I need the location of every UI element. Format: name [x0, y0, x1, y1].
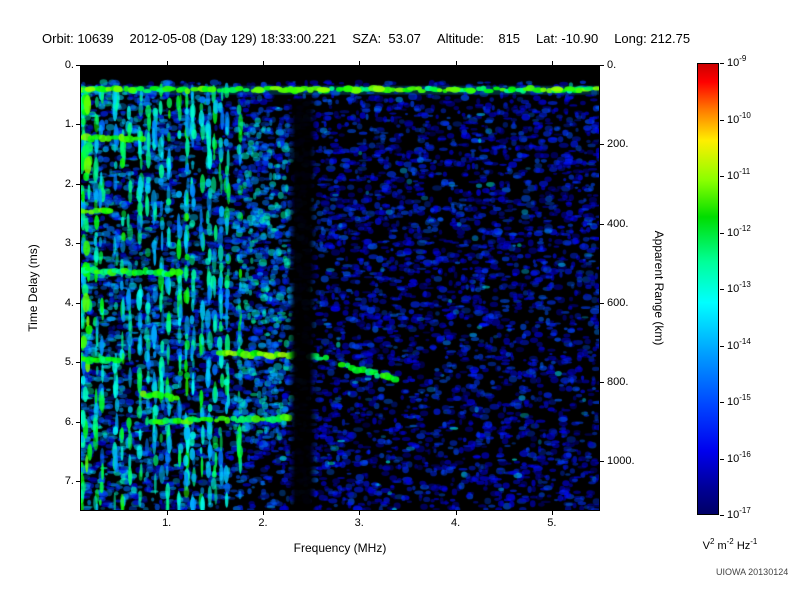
colorbar-exponent: -16 — [739, 449, 751, 459]
colorbar-tick-label: 10-9 — [727, 54, 747, 69]
colorbar — [697, 63, 719, 515]
y2-tick-label: 1000. — [607, 455, 635, 468]
y2-tick-mark — [600, 223, 604, 225]
colorbar-exponent: -11 — [739, 167, 751, 176]
header-datetime: 2012-05-08 (Day 129) 18:33:00.221 — [129, 31, 337, 46]
colorbar-tick-label: 10-16 — [727, 449, 751, 465]
y2-tick-mark — [600, 144, 604, 146]
colorbar-tick-mark — [720, 458, 724, 460]
y-tick-mark — [76, 243, 80, 245]
spectrogram-plot — [80, 65, 600, 511]
x-axis-title: Frequency (MHz) — [293, 541, 387, 555]
y-tick-label: 7. — [64, 475, 74, 488]
y-tick-mark — [76, 65, 80, 66]
y-tick-label: 0. — [64, 59, 74, 71]
y2-tick-mark — [600, 382, 604, 384]
colorbar-exponent: -13 — [739, 280, 751, 289]
unit-exponent: -2 — [726, 537, 734, 546]
x-tick-mark — [262, 511, 264, 515]
colorbar-tick-label: 10-13 — [727, 280, 751, 295]
colorbar-exponent: -14 — [739, 336, 751, 346]
header-longitude: Long: 212.75 — [614, 31, 691, 46]
y2-tick-label: 0. — [607, 59, 617, 71]
header-orbit: Orbit: 10639 — [42, 31, 114, 46]
unit-exponent: 2 — [709, 537, 715, 546]
colorbar-tick-mark — [720, 402, 724, 403]
y-tick-label: 2. — [64, 177, 74, 190]
x-tick-mark — [262, 61, 264, 65]
x-tick-mark — [359, 511, 361, 515]
x-tick-label: 2. — [258, 517, 268, 529]
colorbar-tick-label: 10-17 — [727, 506, 751, 521]
colorbar-exponent: -9 — [739, 54, 747, 63]
y-tick-label: 5. — [64, 356, 74, 369]
header-altitude: Altitude: 815 — [436, 31, 521, 46]
y2-tick-mark — [600, 461, 604, 463]
colorbar-exponent: -10 — [739, 110, 751, 120]
y-tick-mark — [76, 421, 80, 423]
colorbar-tick-label: 10-15 — [727, 393, 751, 408]
y2-axis-title: Apparent Range (km) — [652, 230, 666, 346]
colorbar-exponent: -12 — [739, 223, 751, 233]
x-tick-mark — [166, 511, 168, 515]
spectrogram-canvas — [81, 66, 599, 510]
x-tick-label: 5. — [547, 517, 557, 529]
y2-tick-mark — [600, 302, 604, 304]
colorbar-tick-mark — [720, 119, 724, 121]
y2-tick-mark — [600, 65, 604, 66]
colorbar-exponent: -17 — [739, 506, 751, 515]
colorbar-unit-label: V2 m-2 Hz-1 — [702, 537, 758, 552]
y-tick-label: 3. — [64, 237, 74, 250]
y-axis-title: Time Delay (ms) — [26, 244, 40, 332]
header-sza: SZA: 53.07 — [352, 31, 421, 46]
credit-text: UIOWA 20130124 — [716, 567, 789, 577]
y-tick-mark — [76, 362, 80, 364]
colorbar-tick-mark — [720, 289, 724, 290]
x-tick-label: 1. — [162, 517, 172, 529]
x-tick-label: 3. — [354, 517, 364, 529]
y-tick-label: 4. — [64, 296, 74, 309]
x-tick-mark — [551, 511, 553, 515]
colorbar-tick-mark — [720, 345, 724, 347]
y-tick-label: 1. — [64, 118, 74, 131]
colorbar-tick-mark — [720, 515, 724, 516]
x-tick-mark — [166, 61, 168, 65]
header-latitude: Lat: -10.90 — [536, 31, 599, 46]
x-tick-mark — [455, 61, 457, 65]
colorbar-tick-mark — [720, 176, 724, 177]
y-tick-label: 6. — [64, 415, 74, 428]
y2-tick-label: 600. — [607, 296, 629, 309]
colorbar-tick-label: 10-12 — [727, 223, 751, 239]
y-tick-mark — [76, 124, 80, 126]
x-tick-mark — [455, 511, 457, 515]
x-tick-mark — [359, 61, 361, 65]
header-info: Orbit: 10639 2012-05-08 (Day 129) 18:33:… — [42, 31, 690, 46]
colorbar-tick-label: 10-14 — [727, 336, 751, 352]
colorbar-tick-mark — [720, 63, 724, 64]
y-tick-mark — [76, 481, 80, 483]
colorbar-tick-label: 10-11 — [727, 167, 751, 182]
colorbar-tick-label: 10-10 — [727, 110, 751, 126]
x-tick-mark — [551, 61, 553, 65]
unit-exponent: -1 — [750, 537, 758, 546]
colorbar-tick-mark — [720, 232, 724, 234]
y2-tick-label: 400. — [607, 217, 629, 230]
x-tick-label: 4. — [450, 517, 461, 529]
y2-tick-label: 200. — [607, 138, 629, 151]
y2-tick-label: 800. — [607, 376, 629, 389]
colorbar-exponent: -15 — [739, 393, 751, 402]
y-tick-mark — [76, 302, 80, 304]
y-tick-mark — [76, 183, 80, 185]
